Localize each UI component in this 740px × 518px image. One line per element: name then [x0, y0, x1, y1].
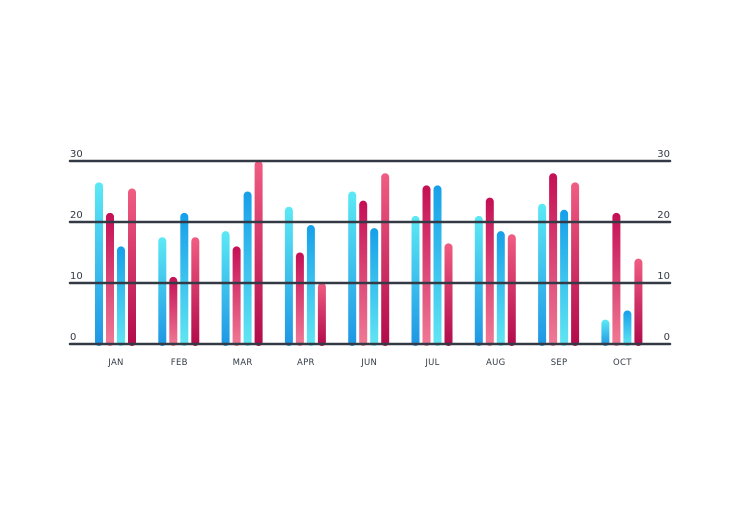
category-label-jan: JAN — [107, 358, 123, 368]
bar-jan-series-3 — [117, 246, 125, 346]
bar-sep-series-2 — [549, 173, 558, 346]
bars-group — [95, 161, 643, 346]
bar-jul-series-4 — [444, 243, 453, 346]
bar-sep-series-3 — [560, 209, 569, 346]
tick-labels-group: 0 0 10 10 20 20 30 30 — [70, 149, 670, 343]
y-tick-label-left-10: 10 — [70, 271, 83, 282]
bar-apr-series-3 — [306, 225, 315, 346]
bar-mar-series-1 — [221, 231, 230, 346]
gridlines-group — [68, 159, 672, 346]
bar-aug-series-2 — [485, 197, 494, 346]
category-label-jul: JUL — [424, 358, 439, 368]
bar-oct-series-4 — [634, 258, 643, 346]
bar-jun-series-3 — [370, 228, 379, 346]
bar-aug-series-4 — [507, 234, 516, 346]
bar-oct-series-3 — [623, 310, 632, 346]
category-label-apr: APR — [297, 358, 315, 368]
bar-aug-series-3 — [496, 231, 505, 346]
bar-oct-series-2 — [612, 212, 621, 346]
bar-jan-series-2 — [106, 212, 114, 346]
bar-jun-series-2 — [359, 200, 368, 346]
bar-mar-series-2 — [232, 246, 241, 346]
bar-apr-series-2 — [295, 252, 304, 346]
bar-feb-series-1 — [158, 237, 167, 346]
category-label-aug: AUG — [486, 358, 506, 368]
bar-aug-series-1 — [474, 215, 483, 346]
bar-oct-series-1 — [601, 319, 610, 346]
category-label-sep: SEP — [551, 358, 568, 368]
bar-mar-series-3 — [243, 191, 252, 346]
y-tick-label-left-20: 20 — [70, 210, 83, 221]
y-tick-label-right-10: 10 — [657, 271, 670, 282]
bar-sep-series-4 — [571, 182, 580, 346]
bar-apr-series-4 — [317, 283, 326, 346]
y-tick-label-right-0: 0 — [664, 332, 670, 343]
category-labels-group: JAN FEB MAR APR JUN JUL AUG SEP OCT — [107, 358, 632, 368]
y-tick-label-right-20: 20 — [657, 210, 670, 221]
bar-mar-series-4 — [254, 161, 263, 346]
bar-jul-series-1 — [411, 215, 420, 346]
bar-apr-series-1 — [284, 206, 293, 346]
category-label-oct: OCT — [613, 358, 632, 368]
y-tick-label-left-0: 0 — [70, 332, 76, 343]
bar-feb-series-2 — [169, 276, 178, 346]
category-label-jun: JUN — [360, 358, 377, 368]
bar-jul-series-2 — [422, 185, 431, 346]
bar-jun-series-1 — [348, 191, 357, 346]
bar-jan-series-1 — [95, 182, 103, 346]
y-tick-label-right-30: 30 — [657, 149, 670, 160]
bar-jun-series-4 — [381, 173, 390, 346]
bar-jan-series-4 — [128, 188, 136, 346]
category-label-feb: FEB — [171, 358, 188, 368]
bar-feb-series-3 — [180, 212, 189, 346]
bar-jul-series-3 — [433, 185, 442, 346]
bar-sep-series-1 — [538, 203, 547, 346]
y-tick-label-left-30: 30 — [70, 149, 83, 160]
category-label-mar: MAR — [233, 358, 253, 368]
bar-feb-series-4 — [191, 237, 200, 346]
